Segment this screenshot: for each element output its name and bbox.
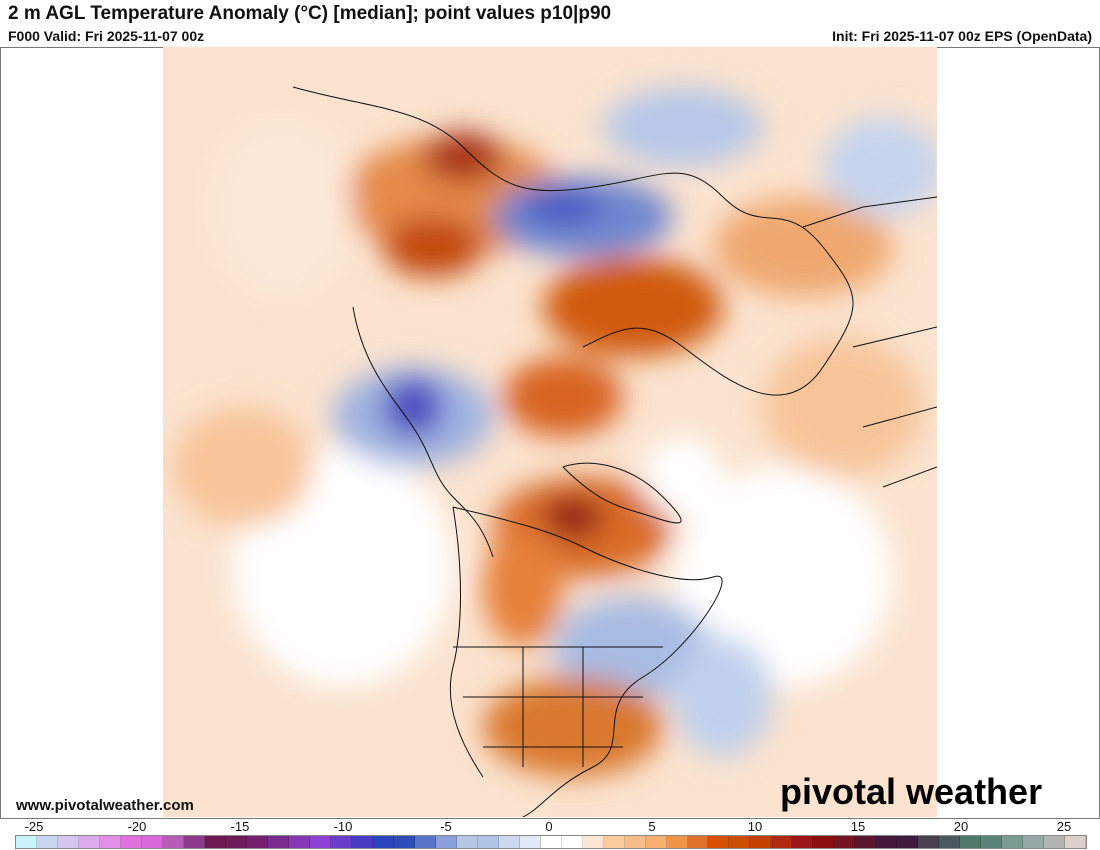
colorbar-swatch — [624, 836, 646, 848]
colorbar-swatch — [1044, 836, 1066, 848]
colorbar-swatch — [645, 836, 667, 848]
colorbar-swatch — [813, 836, 835, 848]
colorbar-swatch — [309, 836, 331, 848]
colorbar-swatch — [876, 836, 898, 848]
colorbar-swatch — [36, 836, 58, 848]
colorbar-swatch — [393, 836, 415, 848]
colorbar-swatch — [519, 836, 541, 848]
colorbar-swatch — [330, 836, 352, 848]
colorbar-swatch — [183, 836, 205, 848]
colorbar-swatch — [603, 836, 625, 848]
init-time: Init: Fri 2025-11-07 00z EPS (OpenData) — [832, 28, 1092, 44]
colorbar-swatch — [435, 836, 457, 848]
colorbar-swatch — [99, 836, 121, 848]
colorbar-ticks: -25 -20 -15 -10 -5 0 5 10 15 20 25 — [0, 819, 1100, 834]
colorbar-swatch — [960, 836, 982, 848]
colorbar-swatch — [288, 836, 310, 848]
colorbar-tick-label: 25 — [1056, 819, 1072, 834]
colorbar-swatch — [834, 836, 856, 848]
colorbar-swatch — [729, 836, 751, 848]
colorbar-swatch — [456, 836, 478, 848]
coastlines — [292, 86, 937, 817]
colorbar-swatch — [477, 836, 499, 848]
colorbar-tick-label: -25 — [24, 819, 44, 834]
colorbar-tick-label: 15 — [850, 819, 866, 834]
colorbar-swatch — [897, 836, 919, 848]
colorbar-tick-label: -15 — [230, 819, 250, 834]
colorbar-swatch — [582, 836, 604, 848]
colorbar-swatch — [1065, 836, 1087, 848]
colorbar-swatch — [939, 836, 961, 848]
colorbar-swatch — [1023, 836, 1045, 848]
colorbar-swatch — [351, 836, 373, 848]
pivotal-weather-logo: pivotal weather — [780, 771, 1043, 812]
colorbar-swatch — [120, 836, 142, 848]
colorbar-swatch — [855, 836, 877, 848]
colorbar-swatch — [918, 836, 940, 848]
colorbar-swatch — [16, 836, 37, 848]
map-title: 2 m AGL Temperature Anomaly (°C) [median… — [8, 3, 612, 24]
colorbar-swatch — [267, 836, 289, 848]
colorbar-swatch — [792, 836, 814, 848]
colorbar — [15, 835, 1087, 849]
website-label: www.pivotalweather.com — [16, 797, 194, 814]
colorbar-swatch — [540, 836, 562, 848]
colorbar-tick-label: -20 — [127, 819, 147, 834]
colorbar-tick-label: 20 — [953, 819, 969, 834]
colorbar-tick-label: -10 — [333, 819, 353, 834]
anomaly-map[interactable] — [163, 47, 937, 817]
colorbar-swatch — [498, 836, 520, 848]
valid-time: F000 Valid: Fri 2025-11-07 00z — [8, 28, 205, 44]
anomaly-field — [173, 87, 937, 777]
colorbar-swatch — [204, 836, 226, 848]
colorbar-swatch — [981, 836, 1003, 848]
colorbar-tick-label: 5 — [648, 819, 656, 834]
colorbar-swatch — [687, 836, 709, 848]
colorbar-swatch — [414, 836, 436, 848]
colorbar-swatch — [771, 836, 793, 848]
colorbar-swatch — [162, 836, 184, 848]
colorbar-swatch — [225, 836, 247, 848]
colorbar-tick-label: 10 — [747, 819, 763, 834]
colorbar-swatch — [666, 836, 688, 848]
colorbar-swatch — [141, 836, 163, 848]
colorbar-swatch — [246, 836, 268, 848]
colorbar-swatch — [372, 836, 394, 848]
colorbar-tick-label: -5 — [440, 819, 452, 834]
colorbar-swatch — [78, 836, 100, 848]
colorbar-tick-label: 0 — [545, 819, 553, 834]
colorbar-swatch — [1002, 836, 1024, 848]
colorbar-swatch — [750, 836, 772, 848]
colorbar-swatch — [561, 836, 583, 848]
colorbar-swatch — [57, 836, 79, 848]
colorbar-swatch — [708, 836, 730, 848]
